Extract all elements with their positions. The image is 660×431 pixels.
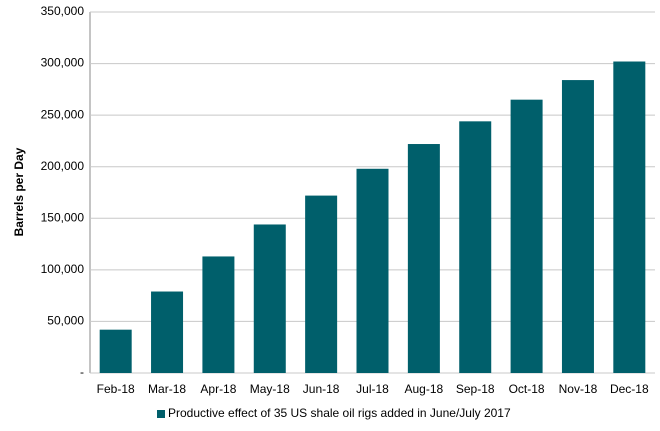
bar <box>613 61 646 373</box>
y-tick-label: - <box>80 365 84 379</box>
x-tick-label: Mar-18 <box>148 382 186 396</box>
x-tick-label: May-18 <box>250 382 290 396</box>
bar <box>202 256 235 373</box>
bar <box>305 195 338 373</box>
x-tick-label: Feb-18 <box>97 382 135 396</box>
x-tick-label: Apr-18 <box>200 382 236 396</box>
legend-label: Productive effect of 35 US shale oil rig… <box>168 406 511 420</box>
legend-swatch <box>157 410 165 418</box>
x-tick-label: Jun-18 <box>303 382 340 396</box>
bar <box>510 99 543 374</box>
x-tick-label: Jul-18 <box>356 382 389 396</box>
x-tick-label: Oct-18 <box>509 382 545 396</box>
y-tick-label: 200,000 <box>41 159 85 173</box>
y-tick-label: 100,000 <box>41 262 85 276</box>
y-tick-label: 350,000 <box>41 4 85 18</box>
y-axis-title: Barrels per Day <box>12 147 26 236</box>
x-tick-label: Sep-18 <box>456 382 495 396</box>
x-tick-label: Aug-18 <box>405 382 444 396</box>
bar <box>407 144 440 373</box>
x-tick-label: Nov-18 <box>559 382 598 396</box>
x-tick-label: Dec-18 <box>610 382 649 396</box>
bar <box>253 224 286 373</box>
bar <box>151 291 184 373</box>
y-tick-label: 50,000 <box>47 314 84 328</box>
y-tick-label: 300,000 <box>41 56 85 70</box>
bar <box>459 121 492 374</box>
y-tick-label: 250,000 <box>41 107 85 121</box>
bar <box>99 329 132 373</box>
y-tick-label: 150,000 <box>41 210 85 224</box>
bar <box>356 168 389 373</box>
bar <box>561 80 594 374</box>
